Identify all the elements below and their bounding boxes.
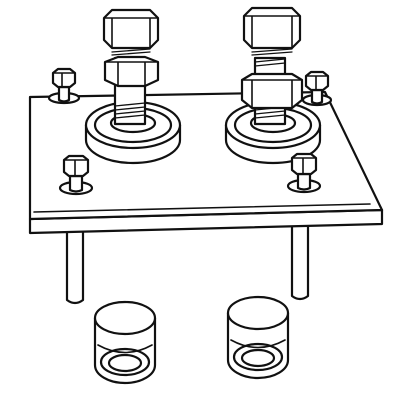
bearing-washer-left bbox=[84, 100, 182, 165]
hex-bolt-left bbox=[102, 8, 160, 126]
spacer-sleeve-right bbox=[226, 295, 290, 380]
corner-screw-back-left bbox=[47, 67, 81, 105]
corner-screw-back-right bbox=[301, 70, 333, 107]
hex-bolt-right bbox=[240, 6, 304, 126]
corner-screw-front-right bbox=[286, 152, 322, 194]
support-leg-left bbox=[65, 226, 85, 305]
spacer-sleeve-left bbox=[93, 300, 157, 385]
support-leg-right bbox=[290, 222, 310, 301]
corner-screw-front-left bbox=[58, 154, 94, 196]
